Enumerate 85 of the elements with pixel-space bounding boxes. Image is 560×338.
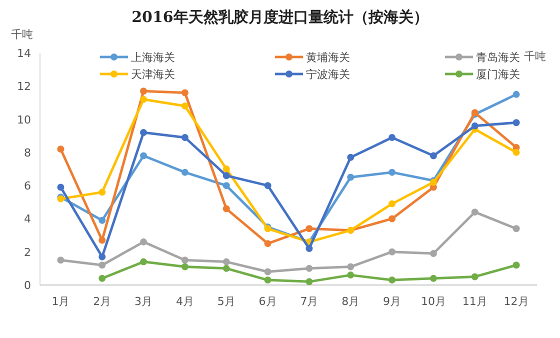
x-tick-label: 9月 bbox=[383, 295, 402, 308]
point bbox=[140, 238, 148, 246]
x-tick-label: 10月 bbox=[420, 295, 446, 308]
point bbox=[98, 274, 106, 282]
legend-label: 上海海关 bbox=[131, 51, 175, 64]
point bbox=[57, 146, 64, 153]
point bbox=[98, 188, 106, 196]
y-tick-label: 10 bbox=[17, 113, 31, 126]
legend-label: 黄埔海关 bbox=[306, 51, 350, 64]
legend-label: 宁波海关 bbox=[306, 68, 350, 81]
point bbox=[57, 184, 64, 191]
point bbox=[181, 134, 188, 142]
point bbox=[181, 102, 188, 110]
point bbox=[388, 168, 396, 176]
point bbox=[306, 225, 313, 232]
point bbox=[181, 168, 188, 176]
point bbox=[57, 256, 64, 264]
point bbox=[347, 263, 354, 270]
y-tick-label: 6 bbox=[24, 180, 31, 193]
point bbox=[430, 250, 437, 258]
point bbox=[264, 182, 272, 190]
point bbox=[264, 276, 272, 284]
point bbox=[347, 174, 354, 181]
point bbox=[140, 152, 148, 160]
x-tick-label: 5月 bbox=[217, 295, 236, 308]
point bbox=[512, 90, 520, 98]
point bbox=[222, 264, 230, 272]
point bbox=[471, 208, 478, 216]
point bbox=[388, 276, 396, 284]
y-tick-label: 2 bbox=[24, 246, 31, 259]
point bbox=[222, 258, 230, 266]
point bbox=[306, 264, 313, 272]
point bbox=[430, 152, 437, 160]
point bbox=[512, 119, 520, 126]
point bbox=[388, 248, 396, 256]
point bbox=[471, 122, 478, 130]
point bbox=[98, 262, 106, 269]
point bbox=[430, 274, 437, 282]
x-tick-label: 11月 bbox=[462, 295, 488, 308]
y-tick-label: 14 bbox=[17, 47, 31, 60]
legend-label: 青岛海关 bbox=[476, 51, 520, 64]
point bbox=[140, 258, 148, 266]
point bbox=[512, 225, 520, 232]
point bbox=[306, 278, 313, 286]
x-tick-label: 1月 bbox=[52, 295, 70, 308]
y-tick-label: 8 bbox=[24, 146, 31, 160]
point bbox=[98, 253, 106, 260]
point bbox=[222, 182, 230, 190]
x-tick-label: 8月 bbox=[342, 295, 360, 308]
point bbox=[388, 200, 396, 208]
x-tick-label: 4月 bbox=[176, 295, 194, 308]
point bbox=[388, 134, 396, 142]
legend-label: 厦门海关 bbox=[476, 68, 520, 81]
point bbox=[347, 272, 354, 279]
x-tick-label: 3月 bbox=[134, 295, 153, 308]
x-tick-label: 12月 bbox=[504, 295, 529, 308]
y-tick-label: 12 bbox=[17, 80, 31, 94]
chart-title: 2016年天然乳胶月度进口量统计（按海关） bbox=[132, 8, 428, 26]
point bbox=[347, 154, 354, 161]
x-tick-label: 6月 bbox=[258, 295, 277, 308]
y-tick-label: 4 bbox=[24, 212, 31, 226]
point bbox=[264, 268, 272, 276]
point bbox=[222, 205, 230, 212]
point bbox=[512, 262, 520, 269]
annotation: 千吨 bbox=[524, 50, 546, 63]
point bbox=[264, 240, 272, 248]
x-tick-label: 2月 bbox=[93, 295, 112, 308]
point bbox=[140, 88, 148, 95]
point bbox=[181, 89, 188, 96]
legend-label: 天津海关 bbox=[131, 68, 175, 81]
point bbox=[98, 216, 106, 224]
point bbox=[388, 215, 396, 222]
y-axis-title: 千吨 bbox=[11, 28, 33, 41]
point bbox=[181, 256, 188, 264]
point bbox=[512, 148, 520, 156]
point bbox=[181, 263, 188, 270]
x-tick-label: 7月 bbox=[300, 295, 318, 308]
point bbox=[140, 96, 148, 103]
point bbox=[222, 172, 230, 180]
point bbox=[306, 245, 313, 252]
point bbox=[222, 166, 230, 172]
point bbox=[471, 273, 478, 280]
point bbox=[140, 129, 148, 136]
y-tick-label: 0 bbox=[24, 279, 31, 292]
point bbox=[98, 236, 106, 244]
